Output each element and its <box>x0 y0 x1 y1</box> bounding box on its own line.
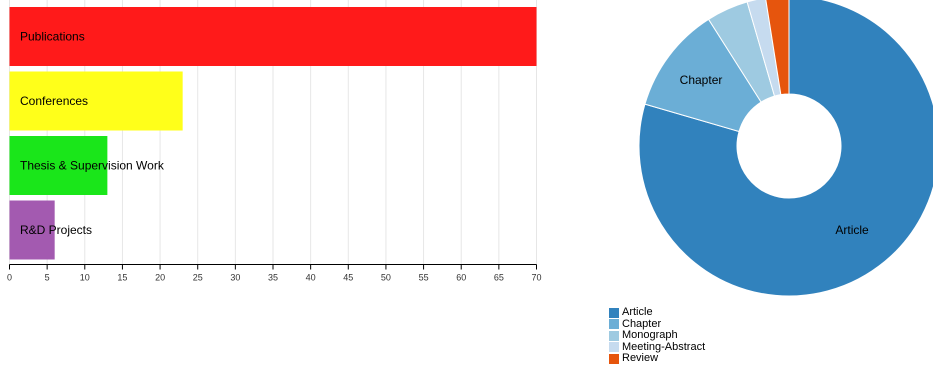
x-tick-label: 15 <box>117 273 127 283</box>
legend-label: Chapter <box>622 317 662 330</box>
legend-swatch <box>609 353 619 364</box>
bar-1[interactable] <box>9 71 183 131</box>
donut-legend: Article Chapter Monograph Meeting-Abstract R… <box>609 307 705 365</box>
legend-swatch <box>609 342 619 353</box>
legend-item-meeting-abstract[interactable]: Meeting-Abstract <box>609 340 706 354</box>
legend-swatch <box>609 330 619 341</box>
bar-label-0: Publications <box>20 30 85 44</box>
bar-3[interactable] <box>9 200 55 260</box>
x-tick-label: 20 <box>155 273 165 283</box>
x-tick-label: 65 <box>494 273 504 283</box>
donut-slice-labels: Article Chapter <box>680 73 869 237</box>
donut-label-article: Article <box>835 223 869 237</box>
legend-item-monograph[interactable]: Monograph <box>609 330 705 342</box>
x-tick-label: 5 <box>45 273 50 283</box>
bar-label-1: Conferences <box>20 94 88 108</box>
x-tick-label: 45 <box>343 273 353 283</box>
x-tick-label: 40 <box>306 273 316 283</box>
x-tick-label: 60 <box>456 273 466 283</box>
donut-slice-review[interactable] <box>765 0 790 96</box>
x-tick-label: 30 <box>230 273 240 283</box>
bar-chart-bars: Publications Conferences Thesis & Supervis… <box>9 7 537 260</box>
bar-chart-x-axis: 0 5 10 15 20 25 30 35 40 45 50 55 60 65 70 <box>7 264 542 283</box>
legend-swatch <box>609 319 619 330</box>
legend-swatch <box>609 307 619 318</box>
donut-slice-article[interactable] <box>638 0 933 297</box>
legend-label: Article <box>622 306 653 319</box>
x-tick-label: 50 <box>381 273 391 283</box>
donut-slices <box>638 0 933 297</box>
legend-label: Meeting-Abstract <box>622 340 706 353</box>
x-tick-label: 25 <box>193 273 203 283</box>
bar-0[interactable] <box>9 7 537 66</box>
x-tick-label: 35 <box>268 273 278 283</box>
legend-item-article[interactable]: Article <box>609 307 705 319</box>
donut-chart: Article Chapter <box>638 0 933 297</box>
x-tick-label: 55 <box>419 273 429 283</box>
bar-2[interactable] <box>9 136 108 195</box>
x-tick-label: 0 <box>7 273 12 283</box>
bar-label-3: R&D Projects <box>20 223 92 237</box>
donut-label-chapter: Chapter <box>680 73 723 87</box>
x-tick-label: 70 <box>531 273 541 283</box>
x-tick-label: 10 <box>80 273 90 283</box>
bar-label-2: Thesis & Supervision Work <box>20 159 165 173</box>
legend-item-review[interactable]: Review <box>609 353 705 365</box>
legend-label: Monograph <box>622 329 678 342</box>
legend-label: Review <box>622 352 659 365</box>
legend-item-chapter[interactable]: Chapter <box>609 317 705 331</box>
bar-chart: Publications Conferences Thesis & Supervis… <box>7 0 542 283</box>
